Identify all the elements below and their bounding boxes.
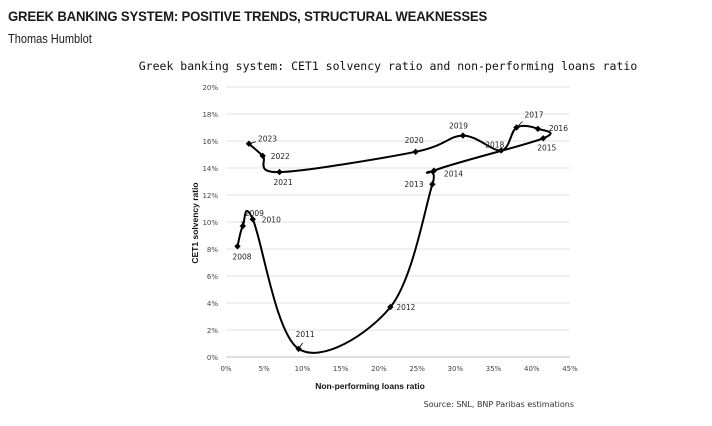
x-tick-label: 25% xyxy=(409,365,425,373)
data-point xyxy=(459,132,467,139)
x-tick-label: 30% xyxy=(448,365,464,373)
y-tick-label: 18% xyxy=(202,111,218,119)
point-label: 2022 xyxy=(271,152,290,161)
point-label: 2017 xyxy=(524,111,543,120)
y-tick-label: 12% xyxy=(202,192,218,200)
point-label: 2019 xyxy=(449,122,468,131)
headline: GREEK BANKING SYSTEM: POSITIVE TRENDS, S… xyxy=(8,8,488,24)
chart-title: Greek banking system: CET1 solvency rati… xyxy=(139,59,638,73)
data-point xyxy=(498,147,505,154)
y-tick-label: 10% xyxy=(202,219,218,227)
data-point xyxy=(540,135,547,142)
y-tick-label: 16% xyxy=(202,138,218,146)
point-label: 2016 xyxy=(549,124,568,133)
label-leader xyxy=(248,141,257,145)
data-point xyxy=(234,243,241,250)
y-tick-label: 20% xyxy=(202,84,218,92)
x-tick-label: 15% xyxy=(333,365,349,373)
point-label: 2012 xyxy=(396,303,415,312)
point-label: 2009 xyxy=(245,209,264,218)
data-markers xyxy=(234,124,547,353)
point-label: 2008 xyxy=(232,252,251,261)
x-tick-label: 45% xyxy=(562,365,578,373)
data-point xyxy=(295,345,302,353)
x-tick-label: 40% xyxy=(524,365,540,373)
data-point xyxy=(259,152,266,160)
x-tick-label: 10% xyxy=(295,365,311,373)
x-tick-label: 20% xyxy=(371,365,387,373)
x-axis-label: Non-performing loans ratio xyxy=(315,381,425,391)
point-label: 2023 xyxy=(258,135,277,144)
y-tick-label: 0% xyxy=(207,354,218,362)
point-label: 2018 xyxy=(485,140,504,149)
label-leader xyxy=(298,342,303,350)
gridlines xyxy=(226,86,570,331)
y-tick-label: 4% xyxy=(207,300,218,308)
x-tick-label: 35% xyxy=(486,365,502,373)
y-tick-label: 2% xyxy=(207,327,218,335)
y-axis-label: CET1 solvency ratio xyxy=(190,182,200,263)
y-tick-label: 14% xyxy=(202,165,218,173)
y-tick-label: 8% xyxy=(207,246,218,254)
data-point xyxy=(387,303,394,311)
source-note: Source: SNL, BNP Paribas estimations xyxy=(423,400,574,409)
tick-labels: 0% 2% 4% 6% 8% 10% 12% 14% 16% 18% 20% 0% 5% 10% 15% 20… xyxy=(202,84,578,373)
point-label: 2011 xyxy=(296,330,315,339)
label-leader xyxy=(516,121,523,128)
x-tick-label: 5% xyxy=(259,365,270,373)
x-tick-label: 0% xyxy=(220,365,231,373)
point-label: 2013 xyxy=(404,180,423,189)
data-point xyxy=(276,168,283,176)
label-leader xyxy=(241,220,244,227)
point-label: 2021 xyxy=(274,178,293,187)
data-point xyxy=(534,125,542,133)
point-label: 2010 xyxy=(262,215,281,224)
y-tick-label: 6% xyxy=(207,273,218,281)
point-label: 2020 xyxy=(405,136,424,145)
data-point xyxy=(412,148,419,155)
data-point xyxy=(249,216,256,223)
data-point xyxy=(430,167,438,174)
author: Thomas Humblot xyxy=(8,32,92,46)
data-point xyxy=(429,181,436,188)
point-label: 2015 xyxy=(537,143,556,152)
point-label: 2014 xyxy=(444,170,463,179)
